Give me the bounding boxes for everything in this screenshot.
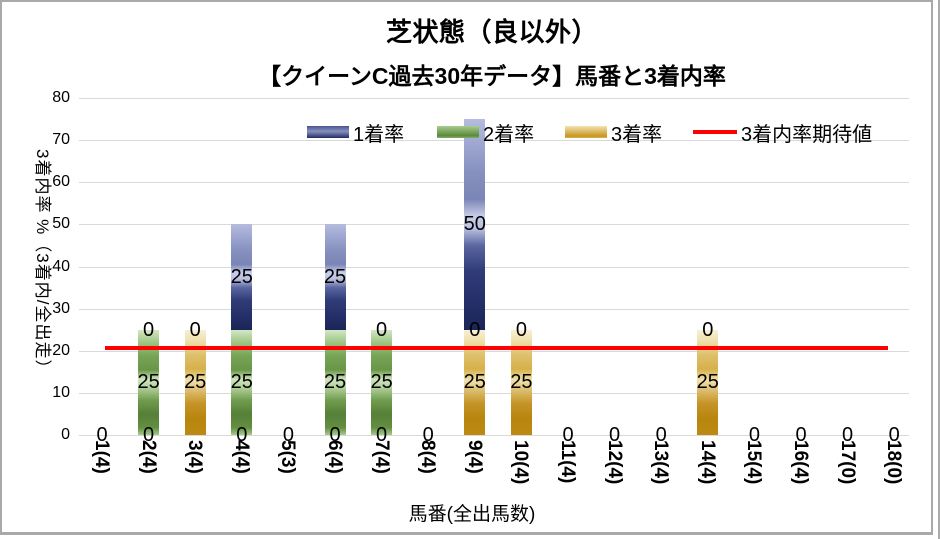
- data-label: 0: [655, 424, 667, 446]
- legend-label: 2着率: [483, 123, 535, 146]
- legend-line-swatch: [693, 130, 737, 134]
- bar-segment-2着率: [324, 329, 346, 435]
- y-tick-label: 60: [52, 173, 70, 190]
- data-label: 0: [609, 424, 621, 446]
- data-label: 0: [515, 318, 527, 341]
- bar-segment-3着率: [464, 329, 486, 435]
- data-label: 0: [842, 424, 854, 446]
- y-tick-label: 40: [52, 258, 70, 275]
- bar-segment-2着率: [231, 329, 253, 435]
- legend-label: 1着率: [353, 123, 405, 146]
- data-label: 25: [696, 371, 719, 394]
- x-axis-title: 馬番(全出馬数): [408, 504, 536, 525]
- gridline: [79, 267, 909, 268]
- data-label: 25: [323, 266, 347, 288]
- legend-color-swatch: [437, 126, 479, 138]
- data-label: 25: [510, 371, 533, 394]
- window-edge: [938, 0, 940, 539]
- legend-item-3着率: 3着率: [565, 121, 662, 146]
- x-tick-label: 3(4): [184, 440, 206, 474]
- gridline: [79, 393, 909, 394]
- x-tick-label: 9(4): [463, 440, 485, 474]
- bar-segment-1着率: [324, 224, 346, 330]
- bar-segment-1着率: [464, 119, 486, 330]
- y-tick-label: 50: [52, 215, 70, 232]
- data-label: 0: [795, 424, 807, 446]
- legend-item-3着内率期待値: 3着内率期待値: [693, 121, 872, 146]
- legend-label: 3着率: [611, 123, 663, 146]
- data-label: 25: [463, 371, 486, 394]
- chart-subtitle: 【クイーンC過去30年データ】馬番と3着内率: [258, 63, 726, 89]
- data-label: 0: [236, 424, 248, 446]
- bar-segment-2着率: [371, 329, 393, 435]
- data-label: 0: [422, 424, 434, 446]
- data-label: 0: [143, 424, 155, 446]
- data-label: 25: [230, 371, 253, 394]
- data-label: 0: [748, 424, 760, 446]
- gridline: [79, 182, 909, 183]
- bar-segment-1着率: [231, 224, 253, 330]
- bar-segment-3着率: [697, 329, 719, 435]
- gridline: [79, 351, 909, 352]
- data-label: 0: [376, 424, 388, 446]
- data-label: 25: [184, 371, 207, 394]
- bar-segment-2着率: [138, 329, 160, 435]
- legend-label: 3着内率期待値: [741, 123, 873, 146]
- gridline: [79, 98, 909, 99]
- data-label: 25: [323, 371, 347, 394]
- y-tick-label: 0: [61, 426, 70, 443]
- x-tick-label: 14(4): [696, 440, 718, 485]
- x-axis-line: [79, 435, 909, 436]
- reference-line: [105, 345, 888, 350]
- bar-segment-3着率: [184, 329, 206, 435]
- data-label: 0: [376, 318, 388, 341]
- data-label: 25: [137, 371, 160, 394]
- chart-title: 芝状態（良以外）: [385, 17, 598, 47]
- data-label: 25: [230, 266, 253, 288]
- y-tick-label: 20: [52, 342, 70, 359]
- data-label: 0: [888, 424, 900, 446]
- data-label: 0: [96, 424, 108, 446]
- y-tick-label: 70: [52, 131, 70, 148]
- bar-segment-3着率: [510, 329, 532, 435]
- y-tick-label: 30: [52, 300, 70, 317]
- data-label: 0: [282, 424, 294, 446]
- legend-item-1着率: 1着率: [307, 121, 404, 146]
- data-label: 0: [329, 424, 341, 446]
- data-label: 0: [189, 318, 201, 341]
- legend-color-swatch: [307, 126, 349, 138]
- y-tick-label: 80: [52, 89, 70, 106]
- data-label: 25: [370, 371, 393, 394]
- x-tick-label: 10(4): [510, 440, 532, 485]
- gridline: [79, 309, 909, 310]
- data-label: 0: [469, 318, 481, 341]
- data-label: 0: [702, 318, 714, 341]
- data-label: 50: [463, 213, 486, 236]
- gridline: [79, 140, 909, 141]
- y-tick-label: 10: [52, 384, 70, 401]
- data-label: 0: [562, 424, 574, 446]
- legend-item-2着率: 2着率: [437, 121, 534, 146]
- gridline: [79, 224, 909, 225]
- legend-color-swatch: [565, 126, 607, 138]
- data-label: 0: [143, 318, 155, 341]
